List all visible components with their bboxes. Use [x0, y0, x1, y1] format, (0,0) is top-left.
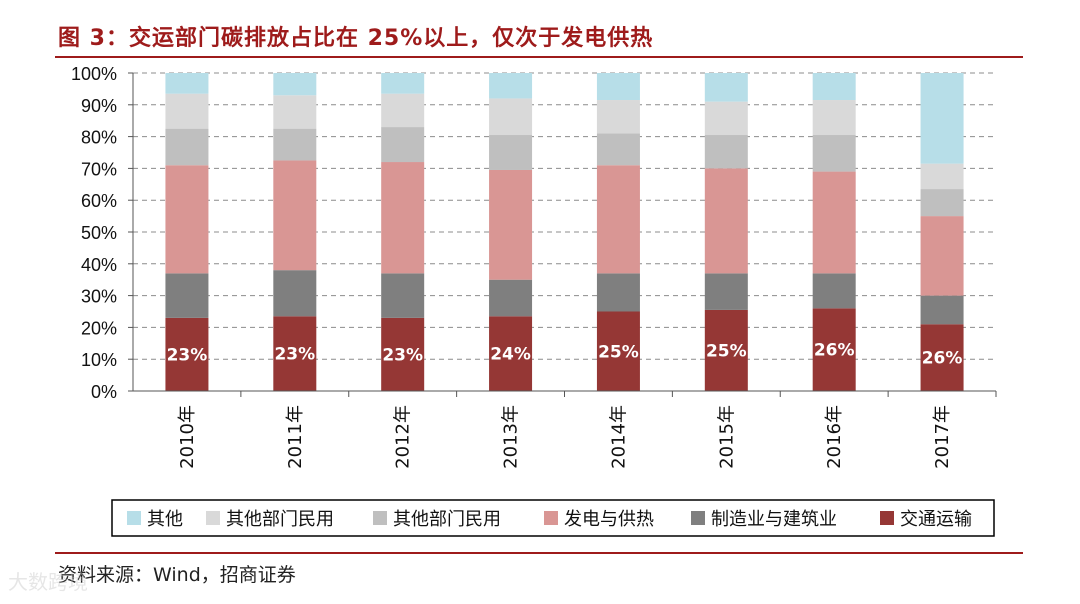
bar-segment: [489, 169, 533, 280]
bar-segment: [381, 73, 425, 94]
y-tick-label: 80%: [81, 128, 117, 148]
x-tick-label: 2015年: [716, 405, 737, 469]
bar-segment: [812, 308, 856, 391]
bar-segment: [920, 295, 964, 325]
bar-segment: [812, 73, 856, 101]
bar-segment: [381, 93, 425, 128]
data-label: 25%: [706, 341, 747, 361]
y-tick-label: 30%: [81, 287, 117, 307]
bar-segment: [273, 316, 317, 391]
bar-segment: [596, 165, 640, 274]
bar-segment: [489, 135, 533, 170]
bar-segment: [596, 133, 640, 166]
bar-segment: [920, 324, 964, 391]
bar-segment: [273, 128, 317, 161]
bar-segment: [381, 273, 425, 318]
bar-segment: [704, 135, 748, 169]
legend-swatch: [127, 511, 141, 525]
bar-segment: [920, 73, 964, 164]
source-rule: [55, 552, 1023, 554]
bar-segment: [273, 95, 317, 129]
x-tick-label: 2012年: [393, 405, 414, 469]
bar-segment: [165, 317, 209, 391]
bar-segment: [920, 163, 964, 190]
bar-segment: [273, 160, 317, 271]
bar-segment: [920, 189, 964, 217]
legend-label: 制造业与建筑业: [711, 509, 837, 530]
bar-segment: [165, 73, 209, 94]
bar-segment: [704, 309, 748, 391]
data-label: 25%: [598, 342, 639, 362]
legend-swatch: [544, 511, 558, 525]
bar-segment: [596, 73, 640, 101]
data-label: 23%: [382, 345, 423, 365]
legend-label: 发电与供热: [564, 509, 654, 530]
data-label: 26%: [814, 341, 855, 361]
bar-segment: [920, 216, 964, 296]
x-tick-label: 2010年: [177, 405, 198, 469]
y-tick-label: 50%: [81, 223, 117, 243]
bar-segment: [489, 98, 533, 136]
figure-title: 图 3：交运部门碳排放占比在 25%以上，仅次于发电供热: [58, 26, 654, 51]
bar-segment: [273, 73, 317, 96]
bar-segment: [812, 100, 856, 136]
bar-segment: [381, 162, 425, 274]
legend-swatch: [373, 511, 387, 525]
x-tick-label: 2013年: [501, 405, 522, 469]
data-label: 23%: [274, 345, 315, 365]
y-tick-label: 70%: [81, 159, 117, 179]
x-tick-label: 2011年: [285, 405, 306, 469]
bar-segment: [165, 93, 209, 129]
data-label: 24%: [490, 345, 531, 365]
x-tick-label: 2014年: [608, 405, 629, 469]
y-tick-label: 10%: [81, 350, 117, 370]
y-tick-label: 90%: [81, 96, 117, 116]
legend-label: 其他部门民用: [226, 509, 334, 530]
data-label: 26%: [922, 349, 963, 369]
bar-segment: [489, 279, 533, 317]
bar-segment: [704, 273, 748, 310]
source-note: 资料来源：Wind，招商证券: [58, 564, 296, 586]
bar-segment: [596, 100, 640, 134]
y-tick-label: 100%: [71, 64, 117, 84]
bar-segment: [165, 165, 209, 274]
bar-segment: [489, 316, 533, 391]
data-label: 23%: [167, 345, 208, 365]
legend-swatch: [691, 511, 705, 525]
bar-segment: [704, 168, 748, 274]
legend-label: 交通运输: [900, 509, 972, 530]
x-tick-label: 2016年: [824, 405, 845, 469]
legend-label: 其他: [147, 509, 183, 530]
bar-segment: [704, 73, 748, 102]
bar-segment: [165, 128, 209, 166]
watermark: 大数跨境: [8, 570, 88, 594]
bar-segment: [165, 273, 209, 318]
bar-segment: [704, 101, 748, 136]
bar-segment: [273, 270, 317, 317]
legend-swatch: [880, 511, 894, 525]
x-tick-label: 2017年: [932, 405, 953, 469]
y-tick-label: 20%: [81, 318, 117, 338]
title-rule: [55, 56, 1023, 58]
bar-segment: [381, 127, 425, 163]
legend-swatch: [206, 511, 220, 525]
bar-segment: [812, 171, 856, 274]
bar-segment: [596, 273, 640, 312]
y-tick-label: 40%: [81, 255, 117, 275]
bar-segment: [596, 311, 640, 391]
bar-segment: [812, 135, 856, 172]
bar-segment: [381, 317, 425, 391]
y-tick-label: 60%: [81, 191, 117, 211]
y-tick-label: 0%: [91, 382, 117, 402]
bar-segment: [489, 73, 533, 99]
bar-segment: [812, 273, 856, 309]
legend-label: 其他部门民用: [393, 509, 501, 530]
